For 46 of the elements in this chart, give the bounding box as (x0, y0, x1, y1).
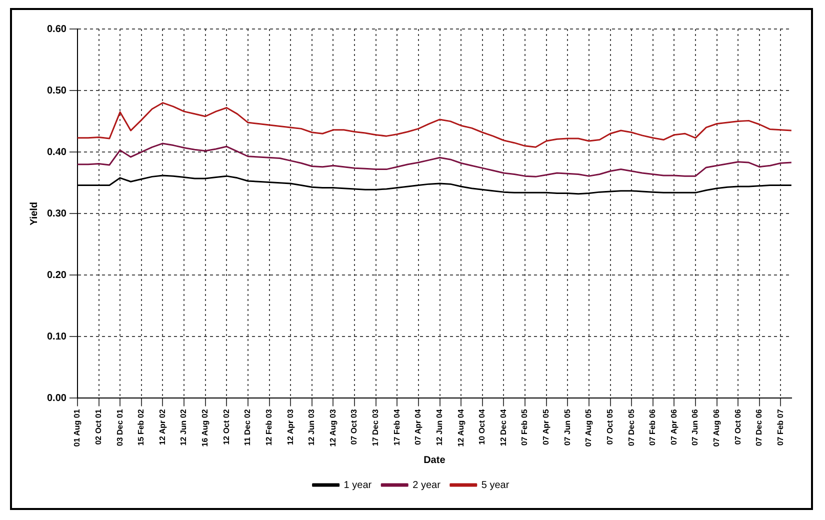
x-tick-label: 07 Apr 04 (414, 408, 423, 445)
x-tick-label: 12 Aug 04 (456, 408, 466, 447)
y-tick-label: 0.10 (46, 331, 67, 342)
x-tick-label: 12 Dec 04 (498, 408, 508, 446)
x-tick-label: 07 Feb 07 (776, 408, 785, 446)
y-tick-label: 0.50 (46, 85, 67, 96)
x-tick-label: 07 Apr 06 (669, 408, 678, 445)
legend-label: 5 year (481, 480, 510, 491)
x-tick-label: 12 Jun 02 (179, 408, 188, 446)
x-tick-label: 12 Apr 03 (286, 408, 295, 445)
x-tick-label: 12 Apr 02 (158, 408, 167, 445)
x-tick-label: 17 Feb 04 (392, 408, 402, 446)
x-tick-label: 12 Jun 03 (307, 408, 316, 446)
x-tick-label: 07 Jun 06 (690, 408, 700, 446)
y-tick-label: 0.30 (46, 208, 67, 220)
legend-label: 1 year (344, 480, 372, 491)
x-tick-label: 07 Dec 05 (626, 408, 636, 446)
x-tick-label: 03 Dec 01 (115, 408, 124, 446)
x-tick-label: 12 Oct 02 (222, 408, 231, 445)
y-tick-label: 0.60 (46, 24, 67, 35)
x-tick-label: 12 Jun 04 (434, 408, 444, 446)
y-tick-label: 0.00 (46, 392, 67, 404)
y-axis-title: Yield (28, 202, 40, 226)
x-tick-label: 12 Feb 03 (264, 408, 274, 446)
x-tick-label: 07 Apr 05 (542, 408, 551, 445)
x-tick-label: 07 Oct 06 (733, 408, 742, 445)
x-tick-label: 07 Feb 06 (648, 408, 658, 446)
x-tick-label: 15 Feb 02 (136, 408, 146, 446)
x-tick-label: 07 Oct 05 (605, 408, 614, 445)
x-tick-label: 07 Dec 06 (754, 408, 764, 446)
x-tick-label: 07 Feb 05 (520, 408, 530, 446)
x-tick-label: 11 Dec 02 (243, 408, 252, 446)
x-tick-label: 07 Oct 03 (350, 408, 359, 445)
y-tick-label: 0.40 (46, 146, 67, 158)
x-tick-label: 16 Aug 02 (200, 408, 210, 447)
x-tick-label: 07 Aug 05 (584, 408, 594, 447)
x-axis-title: Date (424, 454, 446, 466)
legend-label: 2 year (412, 480, 442, 491)
x-tick-label: 07 Jun 05 (562, 408, 572, 446)
x-tick-label: 10 Oct 04 (478, 408, 487, 445)
x-tick-label: 07 Aug 06 (712, 408, 722, 447)
x-tick-label: 02 Oct 01 (94, 408, 103, 445)
x-tick-label: 01 Aug 01 (72, 408, 82, 447)
y-tick-label: 0.20 (46, 270, 67, 281)
x-tick-label: 17 Dec 03 (371, 408, 380, 446)
x-tick-label: 12 Aug 03 (328, 408, 338, 447)
